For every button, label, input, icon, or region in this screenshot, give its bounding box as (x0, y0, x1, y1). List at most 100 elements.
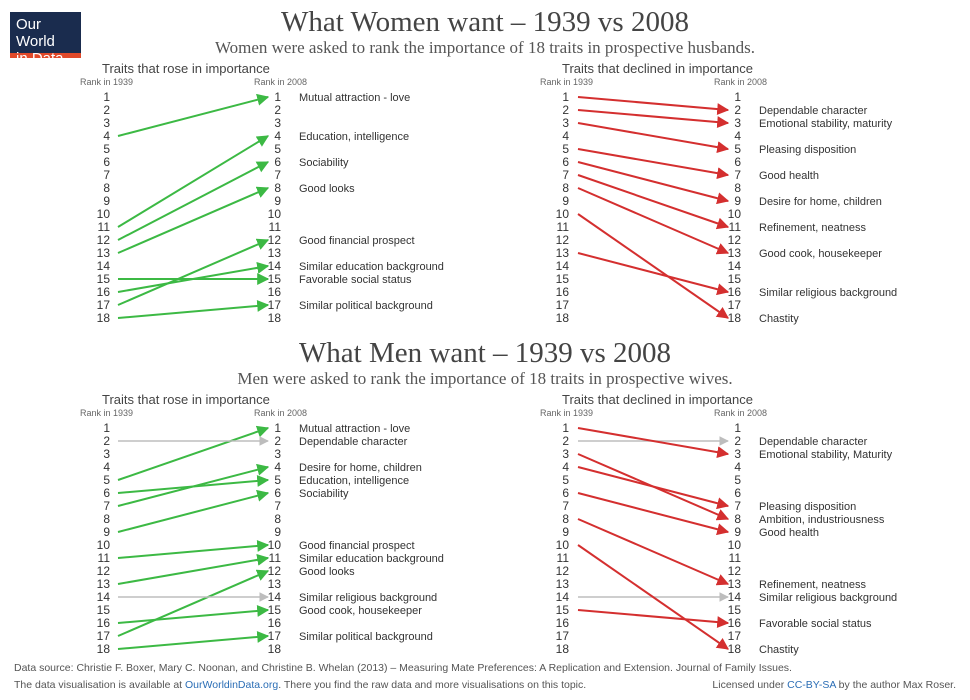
rank-2008-tick: 10 (728, 538, 742, 552)
rank-2008-tick: 12 (728, 564, 742, 578)
rank-2008-tick: 4 (734, 460, 741, 474)
slope-line-declined (577, 518, 730, 586)
rank-2008-tick: 10 (268, 538, 282, 552)
availability-suffix: . There you find the raw data and more v… (278, 679, 587, 691)
rank-1939-tick: 17 (97, 298, 111, 312)
rank-1939-tick: 12 (556, 564, 570, 578)
availability-prefix: The data visualisation is available at (14, 679, 186, 691)
trait-label: Dependable character (299, 436, 408, 448)
trait-label: Desire for home, children (299, 462, 422, 474)
rank-2008-tick: 14 (728, 590, 742, 604)
rank-1939-tick: 7 (562, 499, 569, 513)
trait-label: Mutual attraction - love (299, 423, 410, 435)
owid-link[interactable]: OurWorldinData.org (185, 679, 279, 691)
rank-1939-tick: 18 (97, 311, 111, 325)
rank-1939-tick: 14 (97, 590, 111, 604)
rank-2008-tick: 4 (734, 129, 741, 143)
trait-label: Similar political background (299, 631, 433, 643)
rank-1939-tick: 8 (562, 181, 569, 195)
rank-2008-tick: 6 (734, 486, 741, 500)
rank-2008-tick: 15 (728, 603, 742, 617)
trait-label: Good financial prospect (299, 235, 415, 247)
slope-line-declined (577, 427, 730, 459)
rank-2008-tick: 9 (734, 194, 741, 208)
rank-1939-tick: 14 (556, 259, 570, 273)
rank-2008-tick: 3 (274, 116, 281, 130)
rank-2008-tick: 18 (268, 642, 282, 656)
panel-title-3: Traits that declined in importance (562, 392, 753, 407)
rank-2008-tick: 2 (274, 434, 281, 448)
rank-1939-tick: 18 (556, 311, 570, 325)
slope-line-declined (577, 122, 730, 154)
rank-1939-tick: 7 (562, 168, 569, 182)
slope-line-declined (577, 96, 730, 116)
rank-2008-tick: 17 (728, 629, 742, 643)
rank-2008-tick: 3 (734, 116, 741, 130)
slope-line-rose (117, 93, 270, 137)
rank-1939-tick: 11 (557, 551, 570, 565)
rank-2008-tick: 2 (274, 103, 281, 117)
rank-1939-tick: 5 (562, 142, 569, 156)
women-title: What Women want – 1939 vs 2008 (281, 6, 689, 38)
rank-2008-tick: 9 (274, 194, 281, 208)
rank-1939-tick: 9 (562, 525, 569, 539)
axis-label-1939-1: Rank in 1939 (540, 77, 593, 87)
men-title: What Men want – 1939 vs 2008 (298, 337, 672, 369)
trait-label: Ambition, industriousness (759, 514, 885, 526)
rank-1939-tick: 3 (103, 447, 110, 461)
slope-line-declined (577, 213, 729, 319)
rank-2008-tick: 7 (274, 168, 281, 182)
rank-2008-tick: 5 (734, 142, 741, 156)
rank-1939-tick: 15 (556, 603, 570, 617)
rank-2008-tick: 10 (268, 207, 282, 221)
rank-1939-tick: 4 (103, 460, 110, 474)
rank-1939-tick: 3 (562, 116, 569, 130)
axis-label-1939-0: Rank in 1939 (80, 77, 133, 87)
slope-line-declined (577, 544, 729, 650)
rank-2008-tick: 7 (734, 499, 741, 513)
rank-1939-tick: 5 (103, 473, 110, 487)
trait-label: Good health (759, 170, 819, 182)
trait-label: Education, intelligence (299, 131, 409, 143)
rank-2008-tick: 12 (268, 564, 282, 578)
rank-2008-tick: 14 (268, 590, 282, 604)
rank-1939-tick: 1 (103, 421, 110, 435)
slope-line-rose (117, 135, 270, 228)
slope-line-declined (577, 148, 730, 180)
axis-label-2008-2: Rank in 2008 (254, 408, 307, 418)
rank-2008-tick: 12 (268, 233, 282, 247)
slope-line-declined (577, 453, 730, 521)
rank-2008-tick: 4 (274, 129, 281, 143)
rank-1939-tick: 16 (97, 616, 111, 630)
slope-line-declined (577, 109, 730, 129)
rank-1939-tick: 11 (557, 220, 570, 234)
rank-2008-tick: 11 (269, 551, 282, 565)
rank-1939-tick: 9 (103, 194, 110, 208)
rank-2008-tick: 5 (734, 473, 741, 487)
rank-2008-tick: 14 (728, 259, 742, 273)
rank-1939-tick: 2 (103, 103, 110, 117)
trait-label: Emotional stability, maturity (759, 118, 893, 130)
panel-title-0: Traits that rose in importance (102, 61, 270, 76)
license-link[interactable]: CC-BY-SA (787, 679, 836, 691)
panel-title-1: Traits that declined in importance (562, 61, 753, 76)
rank-1939-tick: 10 (556, 207, 570, 221)
trait-label: Pleasing disposition (759, 501, 856, 513)
trait-label: Good looks (299, 566, 355, 578)
rank-2008-tick: 7 (734, 168, 741, 182)
rank-2008-tick: 1 (274, 90, 281, 104)
slope-line-declined (577, 609, 730, 629)
rank-1939-tick: 14 (556, 590, 570, 604)
rank-2008-tick: 16 (268, 616, 282, 630)
rank-1939-tick: 3 (103, 116, 110, 130)
rank-2008-tick: 9 (274, 525, 281, 539)
trait-label: Good looks (299, 183, 355, 195)
rank-1939-tick: 16 (556, 285, 570, 299)
rank-1939-tick: 13 (556, 246, 570, 260)
rank-1939-tick: 16 (97, 285, 111, 299)
rank-1939-tick: 15 (556, 272, 570, 286)
axis-label-1939-3: Rank in 1939 (540, 408, 593, 418)
license-suffix: by the author Max Roser. (835, 679, 956, 691)
trait-label: Similar religious background (299, 592, 437, 604)
